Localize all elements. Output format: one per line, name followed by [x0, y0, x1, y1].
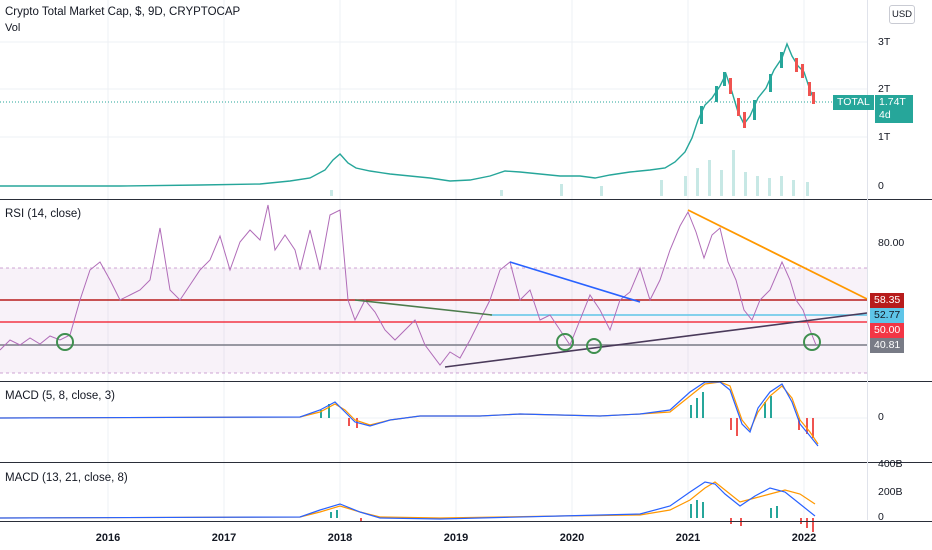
price-tag-symbol: TOTAL: [833, 95, 874, 110]
price-tag-countdown: 4d 19h: [875, 108, 913, 136]
macd2-axis-label: 0: [878, 511, 884, 523]
price-axis-label: 2T: [878, 83, 891, 95]
price-candles: [0, 42, 816, 187]
rsi-level-tag: 52.77: [870, 308, 905, 323]
rsi-level-tag: 40.81: [870, 338, 905, 353]
macd2-legend[interactable]: MACD (13, 21, close, 8): [5, 472, 128, 484]
pane-separator[interactable]: [0, 381, 932, 382]
volume-bars: [330, 150, 809, 196]
macd2-axis-label: 200B: [878, 486, 903, 498]
macd1-axis-label: 0: [878, 411, 884, 423]
pane-separator[interactable]: [0, 462, 932, 463]
price-axis-label: 3T: [878, 36, 891, 48]
time-axis-label: 2019: [443, 532, 469, 544]
time-axis-label: 2016: [95, 532, 121, 544]
rsi-level-tag: 58.35: [870, 293, 905, 308]
price-tag-value: 1.74T: [875, 95, 913, 110]
macd1-legend[interactable]: MACD (5, 8, close, 3): [5, 390, 115, 402]
highlight-circles[interactable]: [56, 333, 821, 354]
time-axis-label: 2018: [327, 532, 353, 544]
price-axis-label: 1T: [878, 131, 890, 143]
price-axis-border: [867, 0, 868, 520]
macd2-axis-label: 400B: [878, 458, 903, 470]
rsi-level-tag: 50.00: [870, 323, 905, 338]
pane-separator[interactable]: [0, 199, 932, 200]
symbol-title[interactable]: Crypto Total Market Cap, $, 9D, CRYPTOCA…: [5, 6, 241, 18]
rsi-line: [0, 204, 817, 366]
pane-separator[interactable]: [0, 521, 932, 522]
trendline-blue[interactable]: [509, 261, 641, 303]
trendline-green[interactable]: [354, 299, 493, 316]
price-axis-label: 0: [878, 180, 884, 192]
vol-legend[interactable]: Vol: [5, 22, 21, 34]
time-axis-label: 2021: [675, 532, 701, 544]
trendline-support[interactable]: [444, 312, 868, 368]
time-axis-label: 2020: [559, 532, 585, 544]
rsi-axis-label: 80.00: [878, 237, 905, 249]
trendline-orange[interactable]: [687, 209, 868, 300]
currency-button[interactable]: USD: [889, 5, 915, 24]
time-axis-label: 2017: [211, 532, 237, 544]
rsi-legend[interactable]: RSI (14, close): [5, 208, 82, 220]
time-axis-label: 2022: [791, 532, 817, 544]
